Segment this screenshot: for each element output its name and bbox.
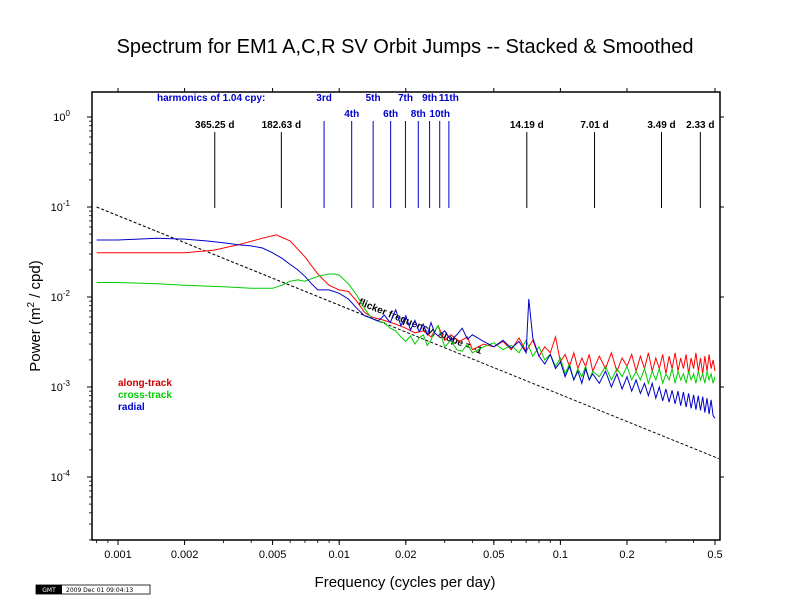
harmonic-label: 11th [439,93,459,104]
y-tick-exp: 0 [66,109,71,118]
y-tick-base: 10 [53,112,65,124]
y-tick-base: 10 [51,202,63,214]
x-tick-label: 0.001 [104,549,132,561]
y-tick-exp: -4 [63,469,71,478]
y-axis-label-tail: / cpd) [27,260,44,302]
harmonic-label: 9th [422,93,437,104]
x-tick-label: 0.01 [328,549,349,561]
period-markers: 365.25 d 182.63 d 14.19 d 7.01 d 3.49 d 2.33 … [195,120,715,208]
series-line-along-track [96,234,716,374]
y-tick-base: 10 [51,382,63,394]
harmonics-heading: harmonics of 1.04 cpy: [157,93,265,104]
y-tick-exp: -3 [63,379,71,388]
flicker-line [96,206,719,460]
x-tick-label: 0.002 [171,549,199,561]
harmonic-label: 10th [429,109,450,120]
y-axis-label: Power (m2 / cpd) [26,260,44,371]
x-tick-label: 0.05 [483,549,504,561]
legend-entry: along-track [118,378,172,389]
harmonic-label: 4th [344,109,359,120]
y-axis-label-main: Power (m [27,308,44,372]
x-axis-label: Frequency (cycles per day) [315,574,496,591]
harmonic-label: 8th [411,109,426,120]
x-tick-label: 0.1 [553,549,568,561]
harmonic-label: 3rd [316,93,332,104]
legend-entry: radial [118,402,145,413]
harmonic-label: 5th [366,93,381,104]
period-marker-label: 2.33 d [686,120,714,131]
flicker-reference: flicker frequency; slope = -1 [96,206,719,460]
period-marker-label: 3.49 d [647,120,675,131]
y-axis-label-sup: 2 [26,302,37,308]
y-tick-label: 10-1 [51,199,71,214]
x-tick-label: 0.2 [619,549,634,561]
legend-entry: cross-track [118,390,172,401]
timestamp-text: 2009 Dec 01 09:04:13 [66,587,133,594]
gmt-logo-box [36,585,62,594]
gmt-logo: GMT [42,587,56,594]
x-tick-label: 0.005 [259,549,287,561]
period-marker-label: 182.63 d [262,120,301,131]
gmt-timestamp: GMT 2009 Dec 01 09:04:13 [35,584,151,595]
y-tick-label: 10-4 [51,469,71,484]
y-tick-label: 10-3 [51,379,71,394]
period-marker-label: 7.01 d [580,120,608,131]
y-tick-exp: -2 [63,289,71,298]
harmonic-label: 7th [398,93,413,104]
period-marker-label: 365.25 d [195,120,234,131]
series-line-radial [96,237,716,419]
y-tick-base: 10 [51,472,63,484]
x-axis-ticks: 0.001 0.002 0.005 0.01 0.02 0.05 0.1 0.2 0.5 [96,88,723,561]
y-tick-label: 10-2 [51,289,71,304]
y-tick-label: 100 [53,109,70,124]
series-lines [96,234,716,419]
x-tick-label: 0.5 [707,549,722,561]
harmonic-label: 6th [383,109,398,120]
chart-title: Spectrum for EM1 A,C,R SV Orbit Jumps --… [117,36,694,58]
y-tick-exp: -1 [63,199,71,208]
y-tick-base: 10 [51,292,63,304]
period-marker-label: 14.19 d [510,120,544,131]
series-line-cross-track [96,273,716,386]
x-tick-label: 0.02 [395,549,416,561]
